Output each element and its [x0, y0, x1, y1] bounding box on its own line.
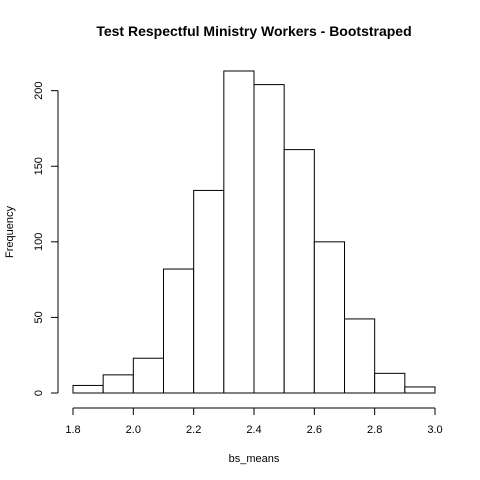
y-axis: 0 50 100 150 200	[33, 81, 59, 396]
histogram-bar	[72, 384, 104, 394]
x-tick-label: 2.8	[367, 424, 382, 436]
histogram-bar	[223, 70, 255, 394]
x-tick-label: 3.0	[427, 424, 442, 436]
histogram-bar	[193, 189, 225, 394]
x-tick-label: 2.6	[307, 424, 322, 436]
x-axis-label: bs_means	[229, 453, 280, 465]
x-tick-label: 2.4	[246, 424, 261, 436]
x-tick-label: 1.8	[65, 424, 80, 436]
chart-title: Test Respectful Ministry Workers - Boots…	[96, 23, 411, 39]
y-axis-label: Frequency	[4, 206, 16, 258]
x-tick-label: 2.0	[126, 424, 141, 436]
bars-group	[72, 70, 436, 394]
histogram-bar	[283, 149, 315, 394]
histogram-bar	[313, 241, 346, 394]
histogram-bar	[404, 386, 436, 394]
histogram-bar	[163, 268, 195, 394]
y-tick-label: 50	[33, 311, 45, 323]
histogram-bar	[374, 372, 406, 394]
x-tick-label: 2.2	[186, 424, 201, 436]
x-axis: 1.8 2.0 2.2 2.4 2.6 2.8 3.0	[65, 407, 443, 436]
y-tick-label: 0	[33, 390, 45, 396]
y-tick-label: 200	[33, 81, 45, 99]
histogram-bar	[132, 357, 164, 394]
y-tick-label: 100	[33, 233, 45, 251]
histogram-bar	[253, 84, 285, 394]
histogram-bar	[102, 374, 134, 394]
y-tick-label: 150	[33, 157, 45, 175]
histogram-bar	[344, 318, 376, 394]
